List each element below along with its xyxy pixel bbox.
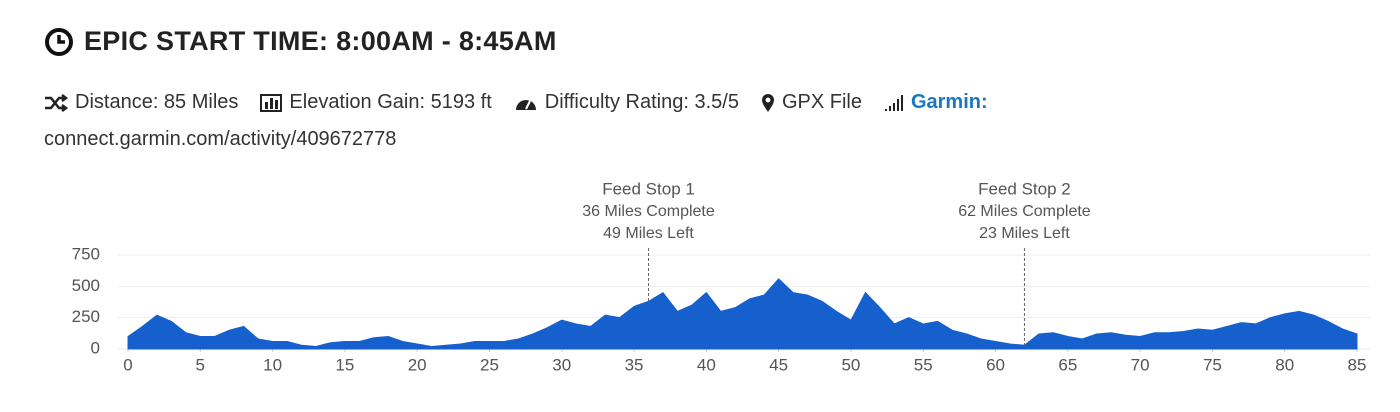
x-tick-label: 85 bbox=[1348, 355, 1367, 374]
garmin-label[interactable]: Garmin: bbox=[910, 91, 988, 113]
x-tick-label: 35 bbox=[625, 355, 644, 374]
annotation-text: 62 Miles Complete bbox=[958, 203, 1091, 220]
distance: Distance: 85 Miles bbox=[75, 91, 239, 113]
difficulty-item: Difficulty Rating: 3.5/5 bbox=[514, 91, 739, 114]
y-tick-label: 750 bbox=[72, 244, 100, 263]
x-tick-label: 40 bbox=[697, 355, 716, 374]
annotation-text: 36 Miles Complete bbox=[582, 203, 715, 220]
x-tick-label: 55 bbox=[914, 355, 933, 374]
annotation-text: Feed Stop 2 bbox=[978, 179, 1071, 198]
elevation-chart: 0 250 500 750 0 5 10 15 20 25 30 35 40 45 50 55 60 65 70 75… bbox=[72, 179, 1370, 374]
title: EPIC START TIME: 8:00AM - 8:45AM bbox=[84, 26, 557, 56]
x-tick-label: 15 bbox=[335, 355, 354, 374]
info-row: Distance: 85 Miles Elevation Gain: 5193 … bbox=[44, 91, 1002, 114]
x-tick-label: 65 bbox=[1058, 355, 1077, 374]
annotation-text: 23 Miles Left bbox=[979, 225, 1070, 242]
gpx-file[interactable]: GPX File bbox=[781, 91, 862, 113]
elevation-area bbox=[127, 278, 1358, 350]
pin-icon bbox=[761, 93, 774, 112]
x-tick-label: 10 bbox=[263, 355, 282, 374]
elevation-item: Elevation Gain: 5193 ft bbox=[260, 91, 492, 114]
gauge-icon bbox=[515, 99, 536, 110]
garmin-item: Garmin: bbox=[884, 91, 988, 114]
x-tick-label: 80 bbox=[1275, 355, 1294, 374]
signal-icon bbox=[884, 94, 903, 111]
x-tick-label: 45 bbox=[769, 355, 788, 374]
x-tick-label: 20 bbox=[408, 355, 427, 374]
clock-icon bbox=[45, 27, 73, 56]
annotation-text: Feed Stop 1 bbox=[602, 179, 695, 198]
x-tick-label: 50 bbox=[841, 355, 860, 374]
y-tick-label: 250 bbox=[72, 307, 100, 326]
y-tick-label: 500 bbox=[72, 276, 100, 295]
garmin-link[interactable]: connect.garmin.com/activity/409672778 bbox=[44, 128, 397, 150]
difficulty: Difficulty Rating: 3.5/5 bbox=[544, 91, 739, 113]
x-tick-label: 30 bbox=[552, 355, 571, 374]
shuffle-icon bbox=[45, 93, 68, 112]
gpx-item: GPX File bbox=[761, 91, 862, 114]
x-tick-label: 25 bbox=[480, 355, 499, 374]
x-tick-label: 0 bbox=[123, 355, 132, 374]
elevation-gain: Elevation Gain: 5193 ft bbox=[289, 91, 492, 113]
x-tick-label: 75 bbox=[1203, 355, 1222, 374]
x-tick-label: 60 bbox=[986, 355, 1005, 374]
bar-icon bbox=[260, 93, 283, 112]
x-tick-label: 5 bbox=[196, 355, 205, 374]
distance-item: Distance: 85 Miles bbox=[44, 91, 238, 114]
annotation-text: 49 Miles Left bbox=[603, 225, 694, 242]
y-tick-label: 0 bbox=[91, 338, 100, 357]
title-row: EPIC START TIME: 8:00AM - 8:45AM bbox=[44, 26, 557, 57]
x-tick-label: 70 bbox=[1131, 355, 1150, 374]
